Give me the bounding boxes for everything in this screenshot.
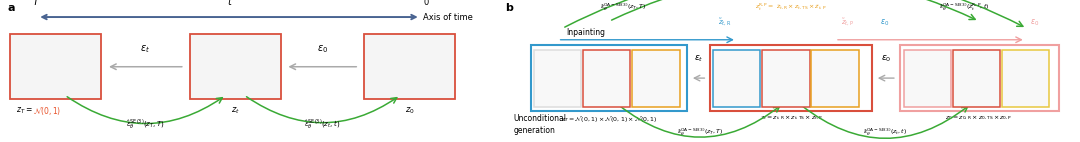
Text: t: t [227,0,231,7]
Text: b: b [505,3,513,13]
Text: $\epsilon_0$: $\epsilon_0$ [316,44,328,55]
Text: 0: 0 [423,0,429,7]
Bar [900,45,1058,111]
Text: $\epsilon_0$: $\epsilon_0$ [1030,18,1039,28]
Bar [632,50,679,106]
Bar [811,50,859,106]
Text: $\hat{\epsilon}_\theta^{\mathrm{OA-SE(3)}}(z_T,T)$: $\hat{\epsilon}_\theta^{\mathrm{OA-SE(3)… [600,1,647,13]
Bar [762,50,810,106]
Text: $z_t^{\mathrm{R,P}}=$ $\tilde{z}_{t,\mathrm{R}} \times z_{t,\mathrm{TS}} \times : $z_t^{\mathrm{R,P}}=$ $\tilde{z}_{t,\mat… [755,1,827,13]
Text: $\tilde{z}_{t,\mathrm{R}}$: $\tilde{z}_{t,\mathrm{R}}$ [717,17,731,28]
Text: $z_t$: $z_t$ [231,105,240,116]
Bar [531,45,687,111]
Text: $z_t = z_{t,\mathrm{R}} \times z_{t,\mathrm{TS}} \times z_{t,\mathrm{P}}$: $z_t = z_{t,\mathrm{R}} \times z_{t,\mat… [759,114,823,122]
Bar [583,50,631,106]
Text: $\tilde{z}_{t,\mathrm{P}}$: $\tilde{z}_{t,\mathrm{P}}$ [841,17,853,28]
Text: a: a [8,3,15,13]
Bar [364,34,455,99]
Text: $\hat{\epsilon}_\theta^{\mathrm{SE(3)}}(z_T,T)$: $\hat{\epsilon}_\theta^{\mathrm{SE(3)}}(… [126,118,165,132]
Text: $\hat{\epsilon}_\theta^{\mathrm{OA-SE(3)}}(z_T,T)$: $\hat{\epsilon}_\theta^{\mathrm{OA-SE(3)… [677,126,724,138]
Bar [904,50,951,106]
Bar [713,50,760,106]
Text: Unconditional: Unconditional [514,114,567,123]
Text: $\epsilon_0$: $\epsilon_0$ [880,53,891,64]
Text: $\hat{\epsilon}_\theta^{\mathrm{OA-SE(3)}}(\tilde{z}_t^{\mathrm{R,P}},t)$: $\hat{\epsilon}_\theta^{\mathrm{OA-SE(3)… [940,1,989,13]
Text: generation: generation [514,126,555,135]
Bar [711,45,872,111]
Text: $\epsilon_0$: $\epsilon_0$ [880,18,889,28]
Text: $\mathcal{N}(0,1)$: $\mathcal{N}(0,1)$ [33,105,62,117]
Text: $z_T = \mathcal{N}(0,1) \times \mathcal{N}(0,1) \times \mathcal{N}(0,1)$: $z_T = \mathcal{N}(0,1) \times \mathcal{… [561,114,658,124]
Text: $z_T = $: $z_T = $ [16,105,33,116]
Bar [953,50,1000,106]
Text: $z_0 = z_{0,\mathrm{R}} \times z_{0,\mathrm{TS}} \times z_{0,\mathrm{P}}$: $z_0 = z_{0,\mathrm{R}} \times z_{0,\mat… [945,114,1013,122]
Bar [11,34,102,99]
Bar [534,50,581,106]
Text: $\epsilon_t$: $\epsilon_t$ [140,44,150,55]
Text: $\hat{\epsilon}_\theta^{\mathrm{SE(3)}}(z_t,t)$: $\hat{\epsilon}_\theta^{\mathrm{SE(3)}}(… [305,118,340,132]
Text: Inpainting: Inpainting [566,28,605,37]
Text: T: T [32,0,39,7]
Text: $\epsilon_t$: $\epsilon_t$ [693,53,703,64]
Text: $\hat{\epsilon}_\theta^{\mathrm{OA-SE(3)}}(z_t,t)$: $\hat{\epsilon}_\theta^{\mathrm{OA-SE(3)… [863,126,907,138]
Bar [1002,50,1050,106]
Text: Axis of time: Axis of time [423,12,473,22]
Text: $z_0$: $z_0$ [405,105,415,116]
Bar [190,34,281,99]
